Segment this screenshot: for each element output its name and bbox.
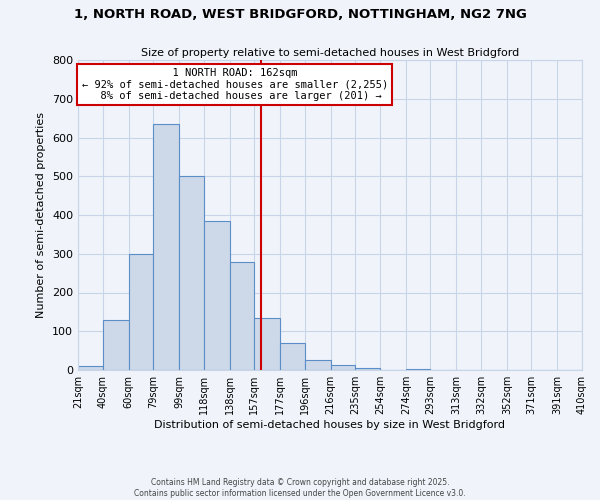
Bar: [128, 254, 153, 370]
Bar: [254, 318, 280, 370]
X-axis label: Distribution of semi-detached houses by size in West Bridgford: Distribution of semi-detached houses by …: [155, 420, 505, 430]
Bar: [203, 221, 230, 370]
Bar: [230, 262, 254, 370]
Title: Size of property relative to semi-detached houses in West Bridgford: Size of property relative to semi-detach…: [141, 48, 519, 58]
Text: 1 NORTH ROAD: 162sqm  
← 92% of semi-detached houses are smaller (2,255)
  8% of: 1 NORTH ROAD: 162sqm ← 92% of semi-detac…: [82, 68, 388, 101]
Bar: [331, 366, 355, 370]
Text: Contains HM Land Registry data © Crown copyright and database right 2025.
Contai: Contains HM Land Registry data © Crown c…: [134, 478, 466, 498]
Bar: [103, 320, 128, 370]
Bar: [305, 360, 331, 370]
Bar: [280, 343, 305, 370]
Bar: [406, 369, 430, 370]
Bar: [153, 124, 179, 370]
Bar: [179, 176, 203, 370]
Text: 1, NORTH ROAD, WEST BRIDGFORD, NOTTINGHAM, NG2 7NG: 1, NORTH ROAD, WEST BRIDGFORD, NOTTINGHA…: [74, 8, 526, 20]
Y-axis label: Number of semi-detached properties: Number of semi-detached properties: [37, 112, 46, 318]
Bar: [355, 368, 380, 370]
Bar: [78, 366, 103, 370]
